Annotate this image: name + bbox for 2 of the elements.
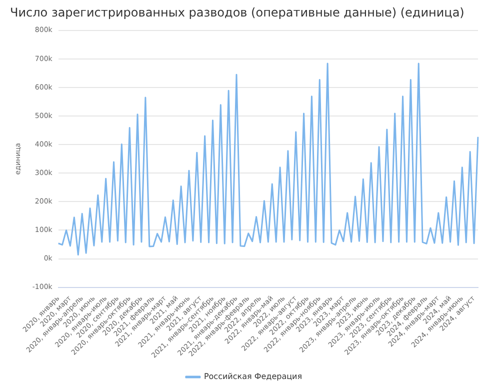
chart-title: Число зарегистрированных разводов (оперативные данные) (единица) [10, 5, 464, 20]
legend-label: Российская Федерация [204, 372, 302, 382]
